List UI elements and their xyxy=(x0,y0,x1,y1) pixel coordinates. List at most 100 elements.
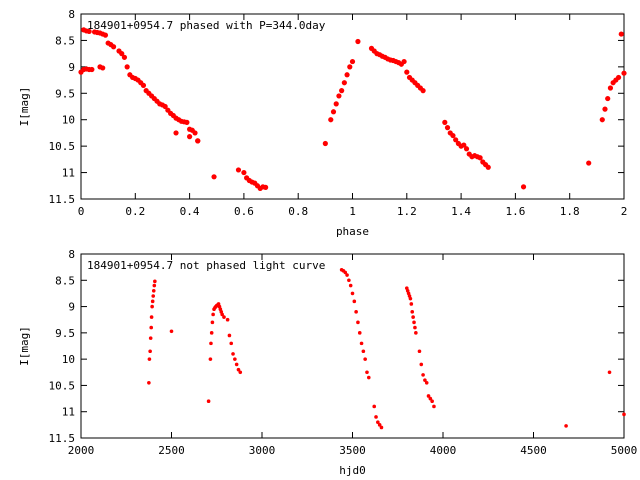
data-point xyxy=(426,394,431,398)
data-point xyxy=(413,325,417,330)
data-point xyxy=(225,317,230,322)
data-point xyxy=(151,289,156,293)
data-point xyxy=(355,38,361,45)
data-point xyxy=(209,341,213,346)
data-point xyxy=(424,381,429,385)
data-point xyxy=(209,331,214,335)
data-point xyxy=(147,381,151,385)
data-point xyxy=(206,399,211,404)
data-point xyxy=(235,167,242,173)
y-tick-label: 9 xyxy=(68,301,75,314)
data-point xyxy=(618,31,624,37)
data-point xyxy=(339,88,345,94)
y-tick-label: 8 xyxy=(68,248,75,261)
data-point xyxy=(444,125,451,131)
data-point xyxy=(195,138,201,144)
data-point xyxy=(352,299,357,304)
data-point xyxy=(149,325,154,330)
data-point xyxy=(330,109,337,115)
data-point xyxy=(420,88,426,94)
data-point xyxy=(148,349,152,354)
data-point xyxy=(361,349,366,354)
data-point xyxy=(238,370,243,375)
data-point xyxy=(150,299,155,304)
x-tick-label: 1.8 xyxy=(560,205,580,218)
y-tick-label: 11.5 xyxy=(49,193,76,206)
x-tick-label: 0 xyxy=(78,205,85,218)
data-point xyxy=(222,315,226,319)
data-point xyxy=(211,174,217,180)
x-tick-label: 1 xyxy=(349,205,356,218)
data-point xyxy=(607,85,614,91)
data-point xyxy=(376,420,380,425)
x-tick-label: 2500 xyxy=(158,444,185,457)
x-axis-title: hjd0 xyxy=(339,464,366,477)
data-point xyxy=(423,378,427,382)
data-point xyxy=(89,66,95,73)
data-point xyxy=(110,44,117,50)
data-point xyxy=(227,333,232,338)
data-point xyxy=(357,331,362,335)
y-tick-label: 10.5 xyxy=(49,379,76,392)
x-tick-label: 0.8 xyxy=(288,205,308,218)
data-point xyxy=(404,69,410,75)
data-point xyxy=(477,155,483,161)
x-tick-label: 3500 xyxy=(339,444,366,457)
data-point xyxy=(428,396,433,401)
data-point xyxy=(187,134,193,140)
data-point xyxy=(602,106,608,112)
data-point xyxy=(621,70,627,76)
x-tick-label: 4000 xyxy=(430,444,457,457)
data-point xyxy=(153,279,157,284)
data-point xyxy=(409,302,414,306)
data-point xyxy=(377,423,382,427)
data-point xyxy=(341,80,347,86)
data-point xyxy=(485,164,491,170)
data-point xyxy=(411,315,415,319)
x-tick-label: 0.6 xyxy=(234,205,254,218)
data-point xyxy=(184,119,190,125)
data-point xyxy=(374,415,378,419)
data-point xyxy=(408,296,413,301)
data-point xyxy=(192,130,198,136)
data-point xyxy=(463,146,470,152)
x-tick-label: 1.6 xyxy=(505,205,525,218)
phased-light-curve-chart: 0 0.2 0.4 0.6 0.8 1 1.2 1.4 1.6 1.8 2 8 8.5 9 9.5 10 10.… xyxy=(18,8,627,238)
x-tick-label: 5000 xyxy=(611,444,638,457)
data-point xyxy=(150,304,154,309)
data-point xyxy=(450,132,456,139)
y-tick-label: 8.5 xyxy=(55,34,75,47)
data-point xyxy=(356,320,360,325)
data-point xyxy=(343,270,348,275)
data-point xyxy=(162,103,168,110)
data-point xyxy=(241,169,247,176)
data-point xyxy=(414,331,418,335)
x-tick-label: 4500 xyxy=(520,444,547,457)
data-point xyxy=(461,142,467,148)
data-point xyxy=(417,349,422,354)
data-point xyxy=(121,54,128,60)
x-tick-label: 2 xyxy=(621,205,628,218)
data-point xyxy=(234,362,239,367)
data-point xyxy=(520,184,527,190)
data-point xyxy=(140,82,147,88)
data-point xyxy=(607,370,612,375)
data-point xyxy=(622,412,626,417)
data-point xyxy=(236,367,241,372)
data-point xyxy=(208,357,213,361)
y-tick-label: 11.5 xyxy=(49,432,76,445)
x-tick-label: 0.2 xyxy=(125,205,145,218)
data-point xyxy=(453,137,459,143)
data-point xyxy=(345,273,349,277)
data-point xyxy=(421,373,425,377)
data-point xyxy=(233,357,237,361)
data-point xyxy=(379,425,384,430)
data-point xyxy=(263,184,269,190)
data-point xyxy=(344,72,350,78)
y-tick-label: 9 xyxy=(68,61,75,74)
chart-title: 184901+0954.7 phased with P=344.0day xyxy=(87,19,326,32)
data-point xyxy=(432,404,436,409)
x-axis-title: phase xyxy=(336,225,369,238)
data-point xyxy=(347,64,353,70)
